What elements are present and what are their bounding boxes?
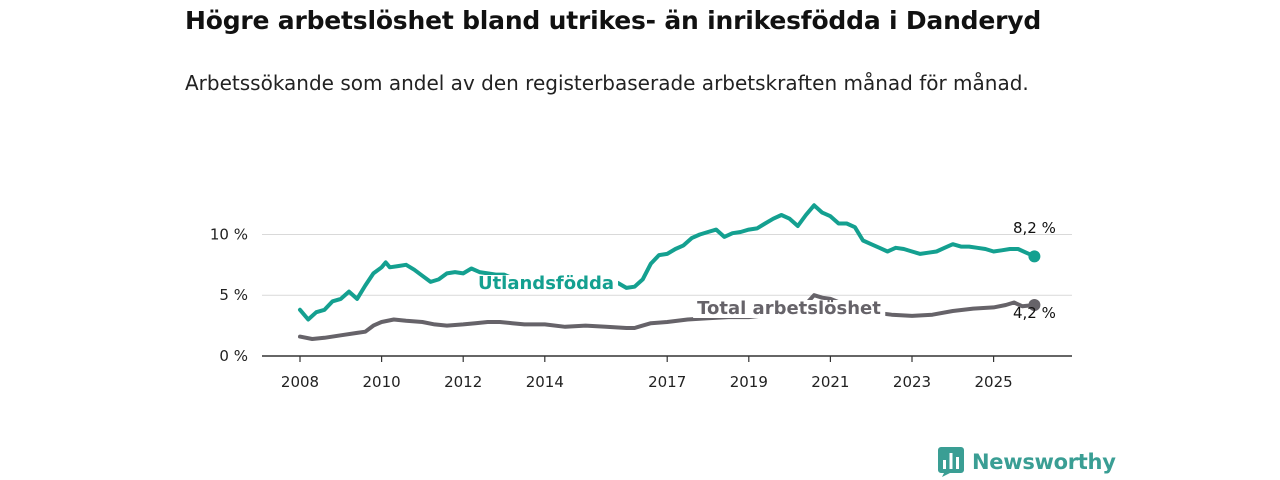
series-label-total-background	[693, 300, 886, 318]
y-tick-label: 10 %	[210, 225, 248, 243]
series-label-total: Total arbetslöshet	[697, 298, 881, 319]
series-label-utlandsfodda: Utlandsfödda	[478, 273, 614, 294]
series-layer	[298, 203, 1041, 341]
chart-subtitle: Arbetssökande som andel av den registerb…	[185, 71, 1029, 95]
y-tick-label: 0 %	[219, 347, 248, 365]
label-layer: Utlandsfödda Total arbetslöshet 8,2 % 4,2 %	[473, 219, 1056, 322]
bar-chart-icon	[938, 447, 964, 477]
series-line-total	[298, 293, 1037, 341]
x-tick-label: 2025	[975, 373, 1013, 391]
brand-name: Newsworthy	[972, 450, 1116, 474]
x-tick-label: 2023	[893, 373, 931, 391]
line-chart: 0 % 5 % 10 % 2008 2010 2012 2014 2017 2019 2021 20…	[210, 203, 1072, 391]
series-line-utlandsfodda	[298, 203, 1037, 322]
tick-layer: 0 % 5 % 10 % 2008 2010 2012 2014 2017 2019 2021 20…	[210, 225, 1013, 391]
series-label-utlandsfodda-background	[473, 275, 619, 293]
grid-lines	[262, 233, 1072, 296]
x-tick-label: 2010	[363, 373, 401, 391]
x-tick-label: 2014	[526, 373, 564, 391]
x-tick-label: 2019	[730, 373, 768, 391]
end-point-marker	[1028, 250, 1041, 263]
x-tick-label: 2012	[444, 373, 482, 391]
end-label-total: 4,2 %	[1013, 304, 1056, 322]
x-tick-label: 2017	[648, 373, 686, 391]
end-label-utlandsfodda: 8,2 %	[1013, 219, 1056, 237]
x-tick-label: 2021	[811, 373, 849, 391]
x-tick-label: 2008	[281, 373, 319, 391]
y-tick-label: 5 %	[219, 286, 248, 304]
chart-title: Högre arbetslöshet bland utrikes- än inr…	[185, 6, 1042, 35]
end-point-marker	[1028, 298, 1041, 311]
newsworthy-logo: Newsworthy	[938, 447, 1116, 477]
